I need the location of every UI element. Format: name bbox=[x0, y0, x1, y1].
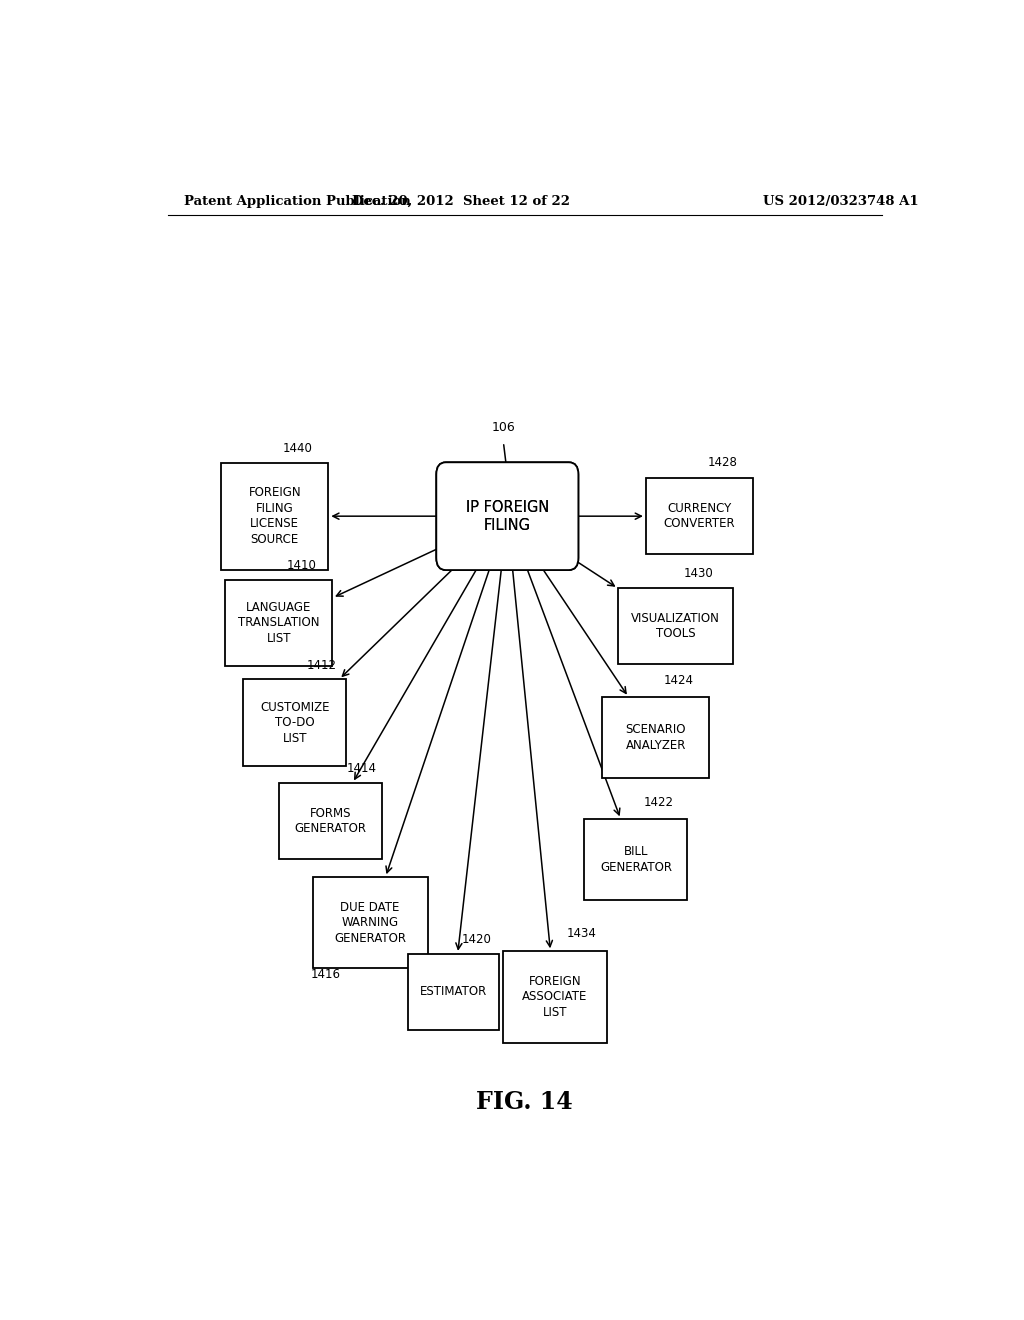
Text: FIG. 14: FIG. 14 bbox=[476, 1089, 573, 1114]
Text: 1428: 1428 bbox=[708, 457, 737, 470]
Text: 1410: 1410 bbox=[287, 560, 316, 572]
Bar bbox=[225, 579, 333, 667]
Text: VISUALIZATION
TOOLS: VISUALIZATION TOOLS bbox=[631, 611, 720, 640]
Text: BILL
GENERATOR: BILL GENERATOR bbox=[600, 846, 672, 874]
Text: 1440: 1440 bbox=[283, 442, 312, 455]
Bar bbox=[243, 680, 346, 766]
Text: 1422: 1422 bbox=[644, 796, 674, 809]
Text: SCENARIO
ANALYZER: SCENARIO ANALYZER bbox=[626, 723, 686, 752]
Text: US 2012/0323748 A1: US 2012/0323748 A1 bbox=[763, 194, 919, 207]
Text: CURRENCY
CONVERTER: CURRENCY CONVERTER bbox=[664, 502, 735, 531]
Text: 1434: 1434 bbox=[567, 927, 597, 940]
Text: ESTIMATOR: ESTIMATOR bbox=[420, 985, 487, 998]
Text: FORMS
GENERATOR: FORMS GENERATOR bbox=[294, 807, 367, 836]
Text: IP FOREIGN
FILING: IP FOREIGN FILING bbox=[466, 500, 549, 533]
Text: Dec. 20, 2012  Sheet 12 of 22: Dec. 20, 2012 Sheet 12 of 22 bbox=[352, 194, 570, 207]
Text: LANGUAGE
TRANSLATION
LIST: LANGUAGE TRANSLATION LIST bbox=[238, 601, 319, 645]
Text: 1416: 1416 bbox=[310, 968, 341, 981]
Bar bbox=[279, 783, 382, 859]
Text: FOREIGN
FILING
LICENSE
SOURCE: FOREIGN FILING LICENSE SOURCE bbox=[249, 487, 301, 546]
Text: DUE DATE
WARNING
GENERATOR: DUE DATE WARNING GENERATOR bbox=[334, 900, 407, 945]
FancyBboxPatch shape bbox=[436, 462, 579, 570]
Text: Patent Application Publication: Patent Application Publication bbox=[183, 194, 411, 207]
Bar bbox=[618, 587, 733, 664]
Text: 1420: 1420 bbox=[461, 933, 492, 946]
FancyBboxPatch shape bbox=[436, 462, 579, 570]
Text: CUSTOMIZE
TO-DO
LIST: CUSTOMIZE TO-DO LIST bbox=[260, 701, 330, 744]
Bar bbox=[646, 478, 753, 554]
Text: 1430: 1430 bbox=[684, 568, 714, 581]
Bar bbox=[585, 818, 687, 900]
Text: 106: 106 bbox=[492, 421, 515, 434]
Bar bbox=[312, 876, 428, 969]
Text: FOREIGN
ASSOCIATE
LIST: FOREIGN ASSOCIATE LIST bbox=[522, 975, 588, 1019]
Text: 1414: 1414 bbox=[346, 763, 376, 775]
Bar bbox=[602, 697, 710, 779]
Bar bbox=[408, 954, 499, 1030]
Text: IP FOREIGN
FILING: IP FOREIGN FILING bbox=[466, 500, 549, 533]
Bar bbox=[504, 952, 606, 1043]
Bar bbox=[221, 463, 329, 569]
Text: 1412: 1412 bbox=[306, 659, 337, 672]
Text: 1424: 1424 bbox=[664, 675, 693, 686]
